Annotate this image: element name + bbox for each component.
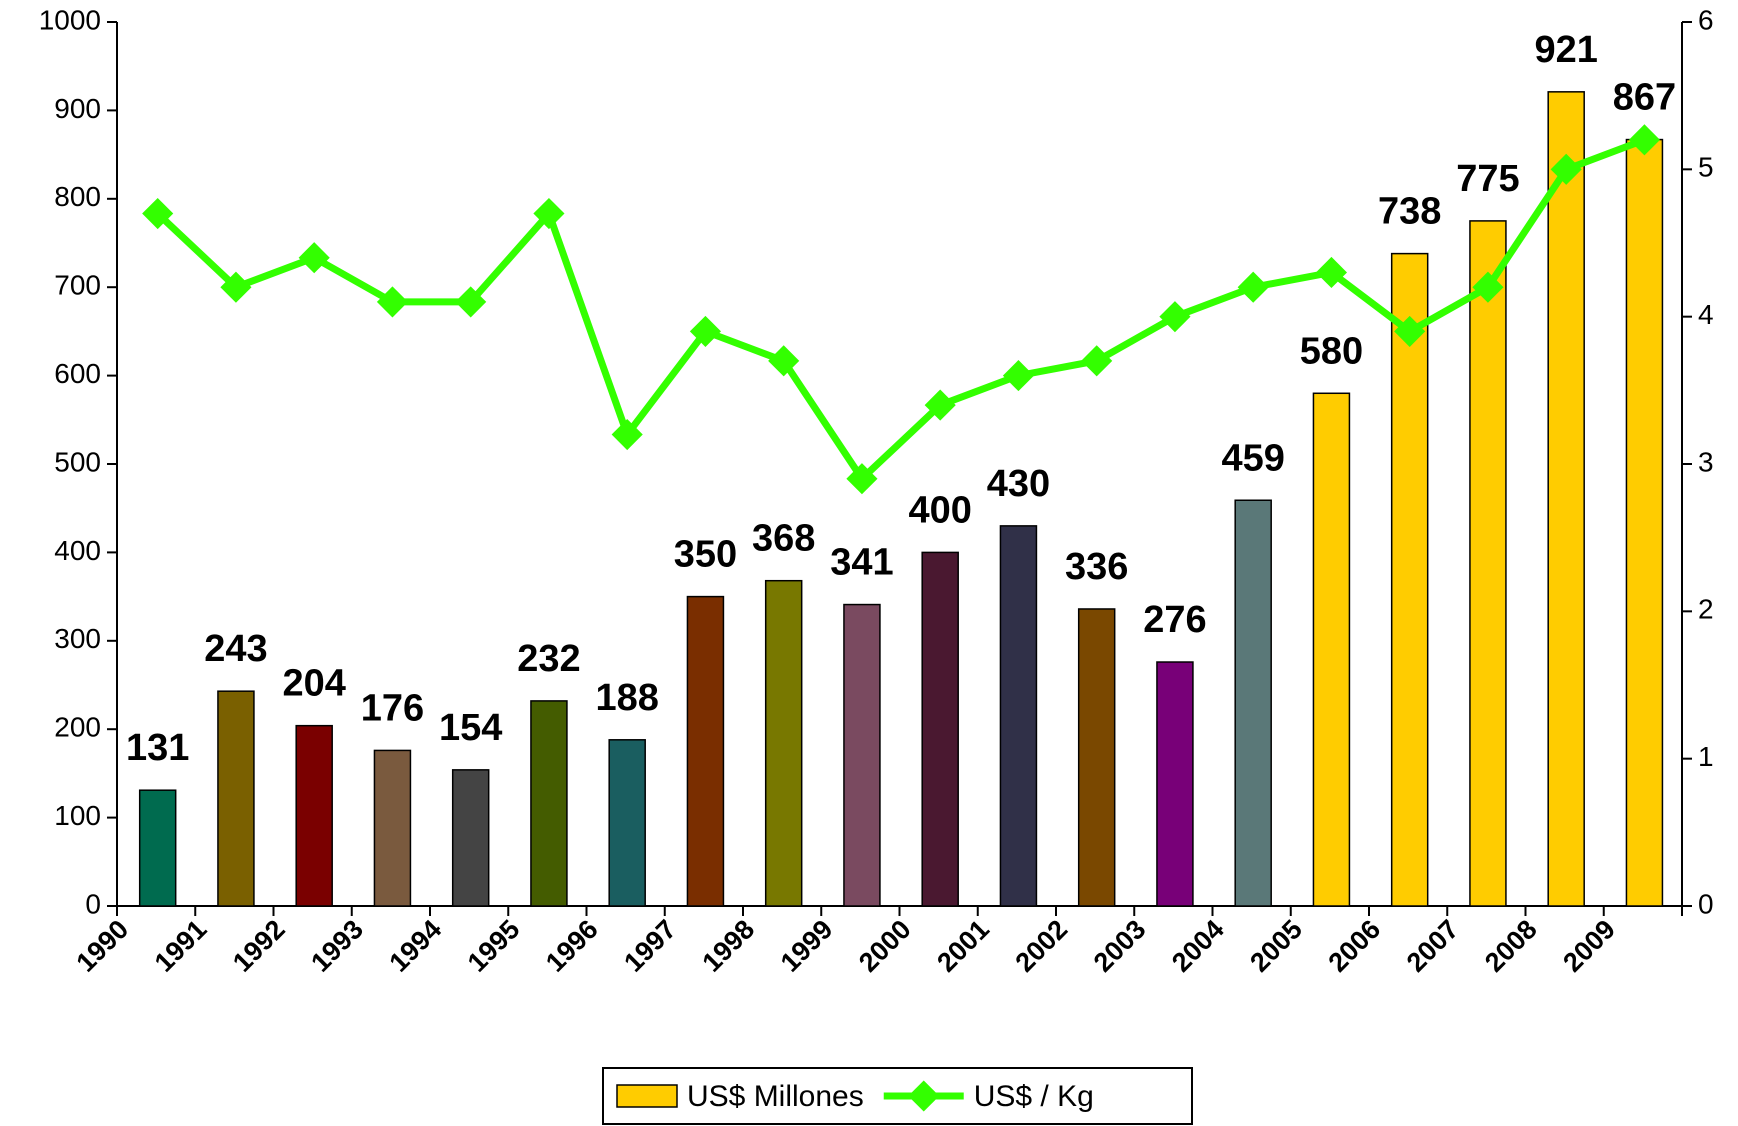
y2-tick-label: 6 bbox=[1698, 4, 1714, 35]
y-tick-label: 600 bbox=[54, 358, 101, 389]
bar bbox=[1469, 220, 1507, 907]
bar bbox=[1312, 392, 1351, 907]
x-tick-label: 2009 bbox=[1557, 914, 1621, 978]
data-label: 350 bbox=[674, 534, 737, 576]
data-label: 341 bbox=[830, 542, 893, 584]
data-label: 867 bbox=[1613, 77, 1676, 119]
y-tick-label: 1000 bbox=[39, 4, 101, 35]
x-tick-label: 2003 bbox=[1088, 914, 1152, 978]
bar bbox=[138, 789, 177, 907]
y2-tick-label: 0 bbox=[1698, 888, 1714, 919]
data-label: 232 bbox=[517, 638, 580, 680]
y-tick-label: 500 bbox=[54, 446, 101, 477]
x-tick-label: 2000 bbox=[853, 914, 917, 978]
y-tick-label: 700 bbox=[54, 270, 101, 301]
bar bbox=[530, 700, 568, 907]
marker bbox=[611, 418, 643, 451]
x-tick-label: 1992 bbox=[227, 914, 291, 978]
marker bbox=[220, 271, 252, 303]
data-label: 154 bbox=[439, 707, 502, 749]
x-tick-label: 2005 bbox=[1244, 914, 1308, 978]
marker bbox=[846, 463, 878, 495]
x-tick-label: 2001 bbox=[931, 914, 995, 978]
marker bbox=[1159, 301, 1191, 333]
marker bbox=[924, 389, 956, 421]
x-tick-label: 1990 bbox=[71, 914, 135, 978]
bar bbox=[1547, 91, 1585, 907]
bar bbox=[608, 739, 646, 907]
x-tick-label: 2002 bbox=[1010, 914, 1074, 978]
x-tick-label: 1993 bbox=[305, 914, 369, 978]
bar bbox=[1156, 661, 1194, 907]
bar bbox=[686, 595, 725, 907]
x-tick-label: 2006 bbox=[1323, 914, 1387, 978]
data-label: 775 bbox=[1456, 158, 1519, 200]
marker bbox=[1237, 271, 1269, 303]
marker bbox=[689, 315, 721, 347]
y-tick-label: 300 bbox=[54, 623, 101, 654]
marker bbox=[1002, 360, 1034, 392]
y2-tick-label: 5 bbox=[1698, 152, 1714, 183]
data-label: 243 bbox=[204, 628, 267, 670]
bar bbox=[373, 749, 412, 907]
y2-tick-label: 4 bbox=[1698, 299, 1714, 330]
y2-tick-label: 3 bbox=[1698, 446, 1714, 477]
legend-swatch bbox=[616, 1084, 678, 1108]
x-tick-label: 1999 bbox=[775, 914, 839, 978]
data-label: 204 bbox=[282, 663, 345, 705]
marker bbox=[376, 286, 408, 318]
marker bbox=[768, 345, 800, 377]
x-tick-label: 2004 bbox=[1166, 914, 1230, 978]
y-tick-label: 200 bbox=[54, 712, 101, 743]
data-label: 336 bbox=[1065, 546, 1128, 588]
x-tick-label: 1994 bbox=[384, 914, 448, 978]
marker bbox=[298, 242, 330, 274]
bar bbox=[764, 579, 803, 907]
marker bbox=[1472, 271, 1504, 303]
y2-tick-label: 1 bbox=[1698, 741, 1714, 772]
x-tick-label: 1997 bbox=[618, 914, 682, 978]
bar bbox=[1234, 499, 1272, 907]
bar bbox=[921, 551, 959, 907]
bar bbox=[843, 603, 881, 907]
data-label: 400 bbox=[908, 489, 971, 531]
data-label: 368 bbox=[752, 518, 815, 560]
marker bbox=[455, 286, 487, 318]
marker bbox=[1315, 256, 1347, 289]
bar bbox=[999, 525, 1038, 907]
x-tick-label: 1995 bbox=[462, 914, 526, 978]
marker bbox=[142, 197, 174, 230]
data-label: 430 bbox=[987, 463, 1050, 505]
x-tick-label: 1996 bbox=[540, 914, 604, 978]
data-label: 276 bbox=[1143, 599, 1206, 641]
data-label: 131 bbox=[126, 727, 189, 769]
marker bbox=[1394, 315, 1426, 347]
legend-label: US$ Millones bbox=[687, 1080, 864, 1113]
bar bbox=[451, 769, 490, 907]
bar bbox=[295, 724, 333, 907]
data-label: 176 bbox=[361, 687, 424, 729]
data-label: 738 bbox=[1378, 191, 1441, 233]
y-tick-label: 0 bbox=[85, 888, 101, 919]
bar bbox=[1077, 608, 1116, 907]
data-label: 459 bbox=[1221, 437, 1284, 479]
legend-label: US$ / Kg bbox=[974, 1080, 1094, 1113]
x-tick-label: 1991 bbox=[149, 914, 213, 978]
y-tick-label: 900 bbox=[54, 93, 101, 124]
y-tick-label: 400 bbox=[54, 535, 101, 566]
y-tick-label: 800 bbox=[54, 181, 101, 212]
bar bbox=[217, 690, 255, 907]
data-label: 580 bbox=[1300, 330, 1363, 372]
y2-tick-label: 2 bbox=[1698, 594, 1714, 625]
data-label: 921 bbox=[1534, 29, 1597, 71]
y-tick-label: 100 bbox=[54, 800, 101, 831]
x-tick-label: 2008 bbox=[1479, 914, 1543, 978]
bar bbox=[1390, 252, 1429, 907]
x-tick-label: 2007 bbox=[1401, 914, 1465, 978]
data-label: 188 bbox=[595, 677, 658, 719]
marker bbox=[1081, 345, 1113, 377]
bar bbox=[1625, 138, 1664, 907]
x-tick-label: 1998 bbox=[697, 914, 761, 978]
